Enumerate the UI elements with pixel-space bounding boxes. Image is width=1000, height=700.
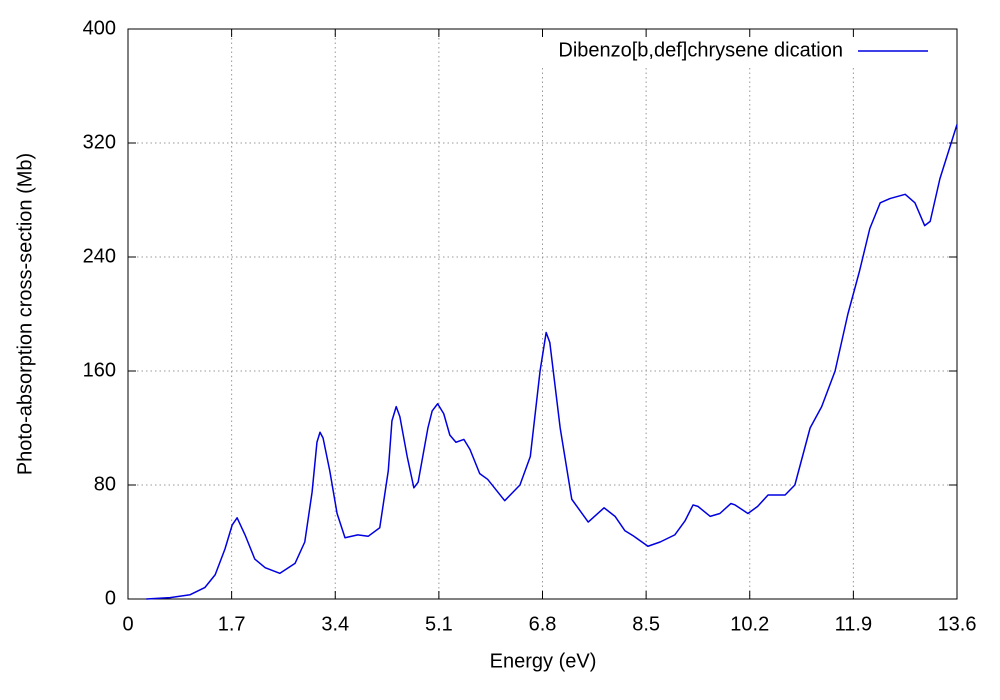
y-tick-label: 160	[83, 359, 116, 381]
y-tick-label: 400	[83, 17, 116, 39]
x-axis-label: Energy (eV)	[490, 650, 597, 672]
y-axis-label: Photo-absorption cross-section (Mb)	[14, 153, 36, 475]
y-tick-label: 240	[83, 245, 116, 267]
x-tick-label: 6.8	[529, 613, 557, 635]
y-tick-label: 80	[94, 473, 116, 495]
x-tick-label: 0	[122, 613, 133, 635]
x-tick-label: 5.1	[425, 613, 453, 635]
data-line	[146, 124, 958, 600]
x-tick-label: 1.7	[218, 613, 246, 635]
plot-frame	[127, 28, 958, 600]
x-tick-label: 3.4	[321, 613, 349, 635]
legend-label: Dibenzo[b,def]chrysene dication	[558, 39, 843, 61]
y-tick-label: 0	[105, 587, 116, 609]
x-tick-label: 11.9	[835, 613, 872, 635]
x-tick-label: 8.5	[632, 613, 660, 635]
x-tick-label: 10.2	[730, 613, 769, 635]
x-tick-label: 13.6	[938, 613, 977, 635]
y-tick-label: 320	[83, 131, 116, 153]
